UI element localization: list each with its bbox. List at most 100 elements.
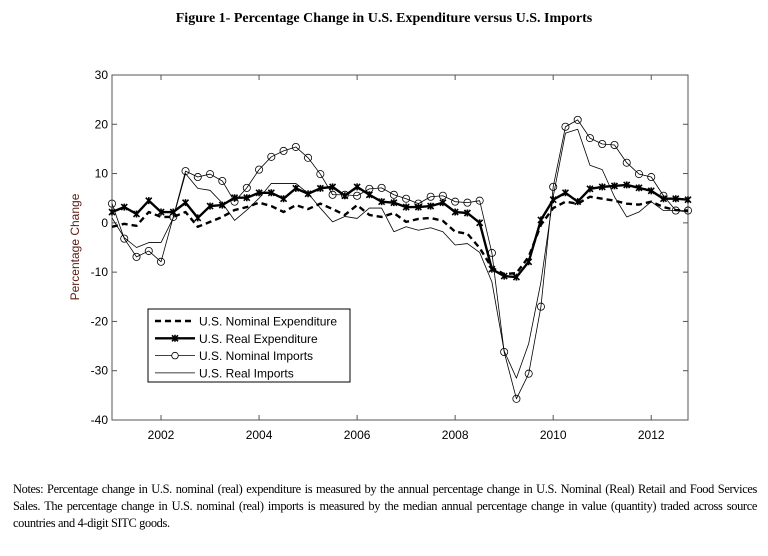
data-point bbox=[512, 394, 521, 403]
data-point bbox=[610, 182, 619, 190]
series-u-s-nominal-expenditure bbox=[111, 195, 689, 276]
data-point bbox=[623, 181, 631, 189]
series-line bbox=[111, 128, 689, 379]
data-point bbox=[549, 182, 558, 191]
data-point bbox=[487, 248, 496, 257]
x-tick-label: 2010 bbox=[540, 428, 567, 442]
data-point bbox=[157, 257, 166, 266]
legend-item: U.S. Real Imports bbox=[155, 366, 294, 380]
data-point bbox=[451, 197, 460, 206]
y-tick-label: -40 bbox=[91, 413, 109, 427]
data-point bbox=[561, 122, 570, 131]
legend-label: U.S. Real Expenditure bbox=[199, 332, 318, 346]
x-tick-label: 2002 bbox=[148, 428, 175, 442]
data-point bbox=[402, 203, 410, 211]
data-point bbox=[353, 191, 362, 200]
legend-item: U.S. Real Expenditure bbox=[155, 332, 318, 346]
data-point bbox=[647, 187, 655, 195]
y-tick-label: 20 bbox=[95, 117, 109, 131]
data-point bbox=[132, 210, 141, 218]
data-point bbox=[144, 246, 153, 255]
y-tick-label: -30 bbox=[91, 364, 109, 378]
data-point bbox=[206, 170, 215, 179]
data-point bbox=[622, 158, 631, 167]
series-line bbox=[111, 195, 689, 276]
y-tick-label: 0 bbox=[101, 216, 108, 230]
legend-marker bbox=[171, 351, 179, 360]
data-point bbox=[193, 173, 202, 182]
line-chart: 2002 2004 2006 2008 2010 2012 -40 -30 -20 -10 0 10 2… bbox=[68, 68, 693, 442]
data-point bbox=[280, 195, 288, 203]
data-point bbox=[451, 208, 459, 216]
series-line bbox=[111, 119, 688, 400]
y-tick-label: 30 bbox=[95, 68, 109, 82]
y-tick-label: -20 bbox=[91, 314, 109, 328]
y-tick-label: 10 bbox=[95, 167, 109, 181]
data-point bbox=[475, 196, 484, 205]
data-point bbox=[378, 198, 386, 206]
data-point bbox=[598, 183, 606, 191]
data-point bbox=[647, 173, 656, 182]
data-point bbox=[267, 189, 275, 197]
series-u-s-real-expenditure bbox=[108, 181, 692, 281]
data-point bbox=[684, 206, 693, 215]
data-point bbox=[500, 347, 509, 356]
data-point bbox=[634, 170, 643, 179]
data-point bbox=[206, 202, 214, 210]
data-point bbox=[574, 198, 582, 206]
data-point bbox=[610, 140, 619, 149]
data-point bbox=[292, 184, 300, 192]
legend-item: U.S. Nominal Imports bbox=[155, 349, 313, 363]
data-point bbox=[157, 208, 165, 216]
data-point bbox=[476, 219, 484, 227]
legend-box bbox=[147, 308, 351, 383]
legend-marker bbox=[171, 334, 179, 342]
data-point bbox=[402, 194, 411, 203]
data-point bbox=[536, 302, 545, 311]
data-point bbox=[291, 142, 300, 151]
data-point bbox=[340, 190, 349, 199]
data-point bbox=[525, 258, 533, 266]
data-point bbox=[389, 190, 398, 199]
data-point bbox=[108, 199, 117, 208]
data-point bbox=[414, 199, 423, 208]
data-point bbox=[316, 170, 325, 179]
figure-notes: Notes: Percentage change in U.S. nominal… bbox=[13, 482, 757, 530]
data-point bbox=[512, 273, 520, 281]
legend: U.S. Nominal Expenditure U.S. Real Expend… bbox=[147, 308, 351, 383]
data-point bbox=[573, 115, 582, 124]
data-point bbox=[672, 195, 680, 203]
data-point bbox=[279, 146, 288, 155]
data-point bbox=[684, 196, 692, 204]
x-tick-label: 2006 bbox=[344, 428, 371, 442]
legend-label: U.S. Nominal Expenditure bbox=[199, 315, 337, 329]
data-point bbox=[365, 184, 374, 193]
data-point bbox=[230, 197, 239, 206]
legend-item: U.S. Nominal Expenditure bbox=[155, 315, 337, 329]
data-point bbox=[426, 192, 435, 201]
data-point bbox=[524, 369, 533, 378]
series-u-s-real-imports bbox=[111, 128, 689, 379]
y-axis-label: Percentage Change bbox=[68, 193, 82, 300]
legend-label: U.S. Real Imports bbox=[199, 366, 294, 380]
data-point bbox=[585, 134, 594, 143]
data-point bbox=[635, 184, 643, 192]
data-point bbox=[132, 252, 141, 261]
figure-title: Figure 1- Percentage Change in U.S. Expe… bbox=[175, 11, 593, 26]
data-point bbox=[659, 191, 668, 200]
data-point bbox=[500, 272, 508, 280]
data-point bbox=[439, 199, 447, 207]
data-point bbox=[145, 197, 153, 205]
data-point bbox=[218, 176, 227, 185]
data-point bbox=[255, 165, 264, 174]
data-point bbox=[390, 199, 398, 207]
data-point bbox=[243, 194, 251, 202]
data-point bbox=[427, 202, 435, 210]
x-tick-label: 2004 bbox=[246, 428, 273, 442]
data-point bbox=[267, 152, 276, 161]
data-point bbox=[120, 234, 129, 243]
data-point bbox=[353, 183, 361, 191]
data-point bbox=[316, 184, 324, 192]
data-point bbox=[329, 183, 337, 191]
data-point bbox=[438, 191, 447, 200]
